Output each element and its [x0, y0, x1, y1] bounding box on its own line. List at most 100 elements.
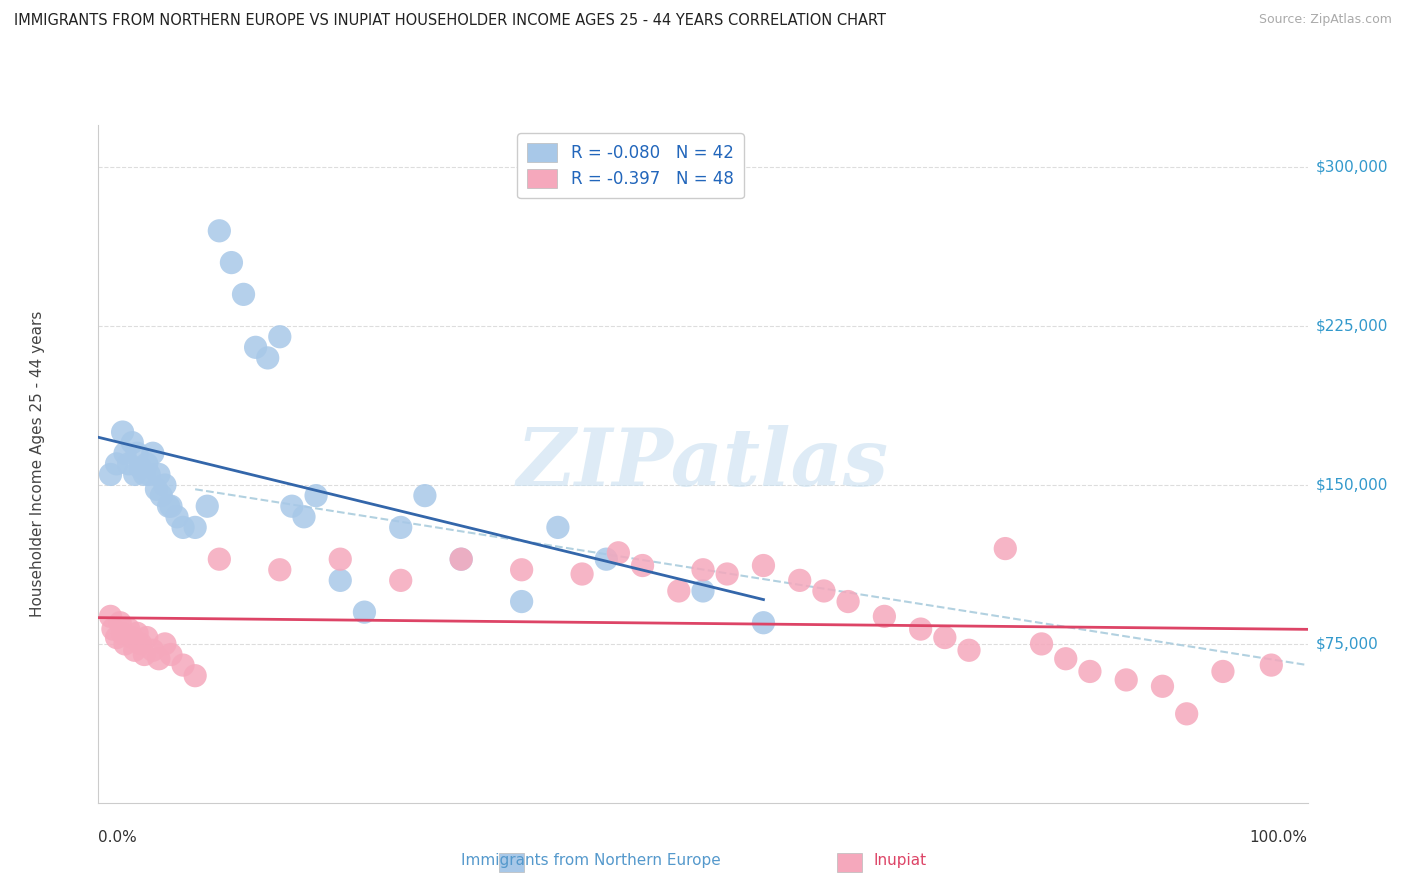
Point — [111, 626, 134, 640]
Point — [100, 467, 122, 482]
Point — [114, 446, 136, 460]
Point — [1152, 679, 1174, 693]
Point — [195, 500, 218, 514]
Point — [232, 287, 254, 301]
Point — [121, 435, 143, 450]
Point — [716, 567, 738, 582]
Point — [752, 615, 775, 630]
Point — [329, 552, 352, 566]
Point — [269, 329, 291, 343]
Point — [100, 609, 122, 624]
Point — [692, 563, 714, 577]
Point — [389, 520, 412, 534]
Point — [134, 467, 156, 482]
Point — [571, 567, 593, 582]
Point — [1031, 637, 1053, 651]
Point — [1054, 651, 1077, 665]
Point — [353, 605, 375, 619]
Point — [134, 648, 156, 662]
Point — [329, 574, 352, 588]
Point — [124, 643, 146, 657]
Point — [813, 583, 835, 598]
Point — [101, 622, 124, 636]
Text: $300,000: $300,000 — [1316, 160, 1388, 175]
Point — [607, 546, 630, 560]
Point — [160, 500, 183, 514]
Point — [108, 615, 131, 630]
Text: 100.0%: 100.0% — [1250, 830, 1308, 845]
Text: Immigrants from Northern Europe: Immigrants from Northern Europe — [461, 854, 720, 868]
Point — [121, 631, 143, 645]
Point — [413, 489, 436, 503]
Text: $75,000: $75,000 — [1316, 636, 1379, 651]
Point — [389, 574, 412, 588]
Point — [668, 583, 690, 598]
Point — [595, 552, 617, 566]
Point — [1212, 665, 1234, 679]
Point — [752, 558, 775, 573]
Point — [148, 651, 170, 665]
Text: $150,000: $150,000 — [1316, 477, 1388, 492]
Point — [153, 478, 176, 492]
Point — [789, 574, 811, 588]
Text: $225,000: $225,000 — [1316, 318, 1388, 334]
Point — [127, 626, 149, 640]
Point — [547, 520, 569, 534]
Point — [957, 643, 980, 657]
Point — [111, 425, 134, 439]
Point — [292, 509, 315, 524]
Text: IMMIGRANTS FROM NORTHERN EUROPE VS INUPIAT HOUSEHOLDER INCOME AGES 25 - 44 YEARS: IMMIGRANTS FROM NORTHERN EUROPE VS INUPI… — [14, 13, 886, 29]
Point — [114, 637, 136, 651]
Point — [105, 631, 128, 645]
Point — [172, 658, 194, 673]
Text: Inupiat: Inupiat — [873, 854, 927, 868]
Point — [142, 446, 165, 460]
Point — [118, 457, 141, 471]
Point — [138, 467, 160, 482]
Point — [208, 224, 231, 238]
Point — [124, 467, 146, 482]
Point — [1115, 673, 1137, 687]
Point — [172, 520, 194, 534]
Point — [118, 622, 141, 636]
Point — [221, 255, 243, 269]
Point — [934, 631, 956, 645]
Point — [208, 552, 231, 566]
Point — [145, 482, 167, 496]
Point — [150, 489, 173, 503]
Point — [450, 552, 472, 566]
Point — [269, 563, 291, 577]
Point — [256, 351, 278, 365]
Point — [873, 609, 896, 624]
Text: Source: ZipAtlas.com: Source: ZipAtlas.com — [1258, 13, 1392, 27]
Point — [166, 509, 188, 524]
Point — [184, 669, 207, 683]
Legend: R = -0.080   N = 42, R = -0.397   N = 48: R = -0.080 N = 42, R = -0.397 N = 48 — [517, 133, 744, 198]
Point — [510, 594, 533, 608]
Point — [129, 637, 152, 651]
Point — [510, 563, 533, 577]
Point — [1260, 658, 1282, 673]
Text: ZIPatlas: ZIPatlas — [517, 425, 889, 502]
Point — [631, 558, 654, 573]
Point — [129, 461, 152, 475]
Point — [160, 648, 183, 662]
Point — [305, 489, 328, 503]
Point — [692, 583, 714, 598]
Point — [148, 467, 170, 482]
Point — [910, 622, 932, 636]
Point — [153, 637, 176, 651]
Point — [1175, 706, 1198, 721]
Point — [127, 446, 149, 460]
Point — [245, 340, 267, 354]
Text: 0.0%: 0.0% — [98, 830, 138, 845]
Point — [157, 500, 180, 514]
Point — [135, 457, 157, 471]
Point — [1078, 665, 1101, 679]
Text: Householder Income Ages 25 - 44 years: Householder Income Ages 25 - 44 years — [31, 310, 45, 617]
Point — [994, 541, 1017, 556]
Point — [142, 643, 165, 657]
Point — [450, 552, 472, 566]
Point — [837, 594, 859, 608]
Point — [281, 500, 304, 514]
